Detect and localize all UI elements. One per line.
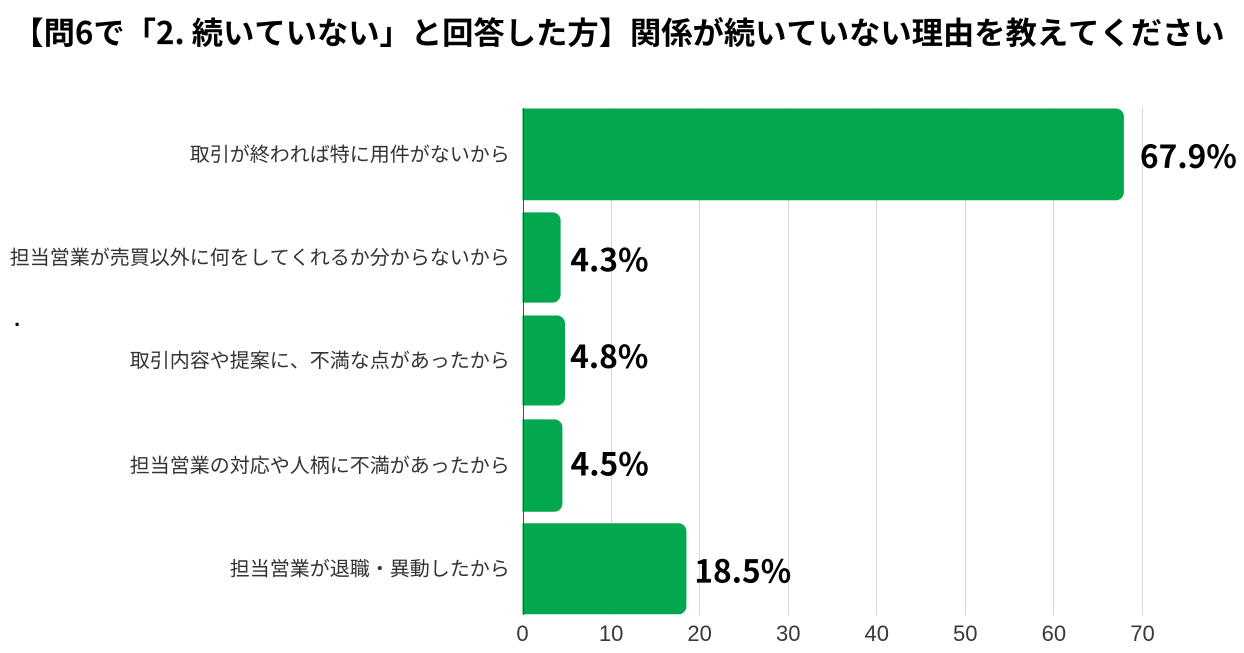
svg-text:30: 30: [776, 621, 800, 646]
svg-text:70: 70: [1130, 621, 1154, 646]
svg-text:20: 20: [687, 621, 711, 646]
svg-text:0: 0: [516, 621, 528, 646]
svg-text:60: 60: [1042, 621, 1066, 646]
svg-text:40: 40: [865, 621, 889, 646]
svg-text:50: 50: [953, 621, 977, 646]
svg-text:10: 10: [599, 621, 623, 646]
